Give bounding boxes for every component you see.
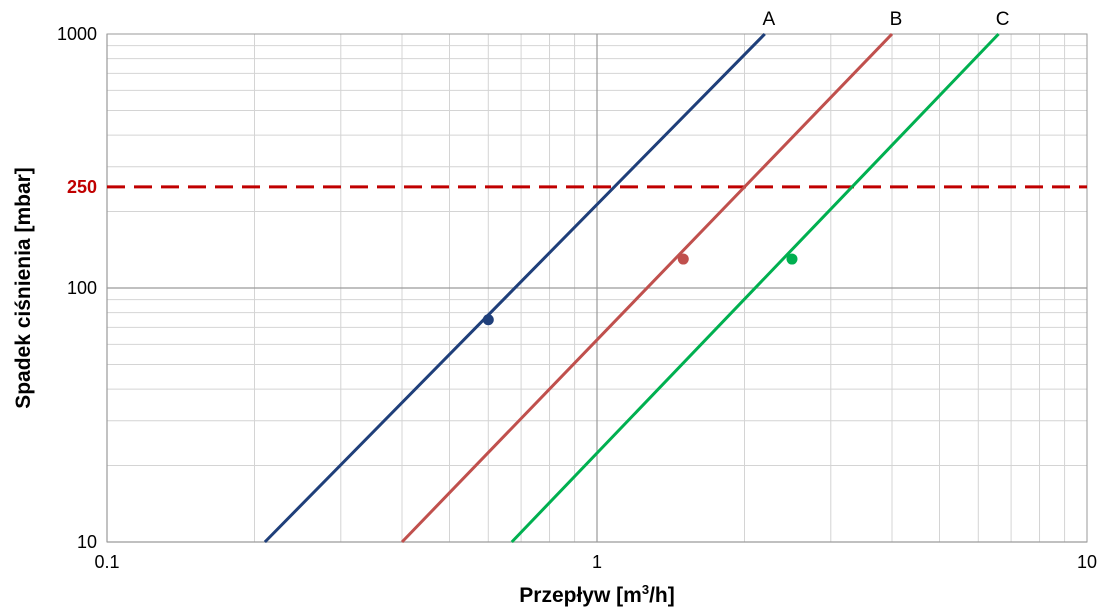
series-label-c: C [996, 9, 1010, 30]
y-tick-label: 10 [77, 532, 97, 552]
series-line-a [263, 32, 766, 544]
series-line-b [400, 32, 894, 544]
y-tick-label: 100 [67, 278, 97, 298]
series-label-b: B [890, 9, 903, 30]
series-markers [482, 253, 798, 326]
x-tick-labels: 0.1 1 10 [94, 552, 1097, 572]
y-tick-label: 1000 [57, 24, 97, 44]
series-marker-b [677, 253, 689, 265]
x-tick-label: 10 [1077, 552, 1097, 572]
reference-line-group: 250 [67, 177, 1087, 197]
series-marker-c [786, 253, 798, 265]
reference-line-label: 250 [67, 177, 97, 197]
x-tick-label: 0.1 [94, 552, 119, 572]
plot-frame [106, 33, 1088, 543]
series-marker-a [482, 314, 494, 326]
y-tick-labels: 10 100 1000 [57, 24, 97, 552]
y-axis-title: Spadek ciśnienia [mbar] [12, 167, 35, 409]
x-axis-title: Przepływ [m3/h] [519, 582, 674, 607]
series-lines [263, 32, 1000, 544]
series-label-a: A [762, 9, 775, 30]
series-line-c [510, 32, 1000, 544]
series-labels: A B C [762, 9, 1009, 30]
x-tick-label: 1 [592, 552, 602, 572]
